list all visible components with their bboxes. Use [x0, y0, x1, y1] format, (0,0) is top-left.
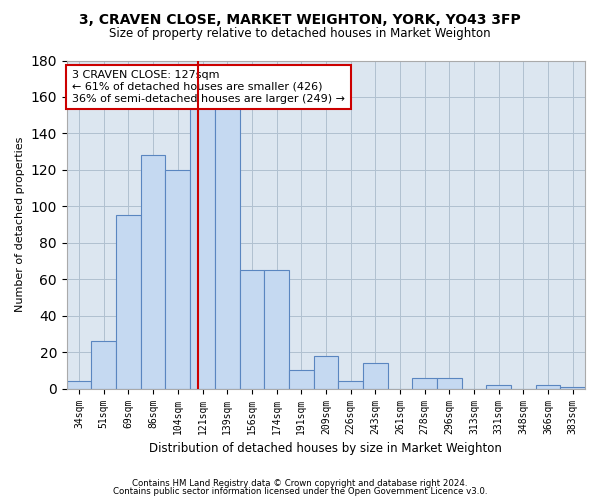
- Bar: [239, 270, 264, 388]
- Text: 3 CRAVEN CLOSE: 127sqm
← 61% of detached houses are smaller (426)
36% of semi-de: 3 CRAVEN CLOSE: 127sqm ← 61% of detached…: [72, 70, 345, 104]
- Bar: [190, 94, 215, 389]
- Bar: [116, 216, 141, 388]
- Bar: [166, 170, 190, 388]
- Bar: [215, 88, 239, 388]
- Bar: [67, 382, 91, 388]
- Text: Size of property relative to detached houses in Market Weighton: Size of property relative to detached ho…: [109, 28, 491, 40]
- Bar: [314, 356, 338, 388]
- Bar: [338, 382, 363, 388]
- Bar: [437, 378, 461, 388]
- Text: 3, CRAVEN CLOSE, MARKET WEIGHTON, YORK, YO43 3FP: 3, CRAVEN CLOSE, MARKET WEIGHTON, YORK, …: [79, 12, 521, 26]
- Y-axis label: Number of detached properties: Number of detached properties: [15, 137, 25, 312]
- Bar: [560, 387, 585, 388]
- Bar: [536, 385, 560, 388]
- X-axis label: Distribution of detached houses by size in Market Weighton: Distribution of detached houses by size …: [149, 442, 502, 455]
- Text: Contains public sector information licensed under the Open Government Licence v3: Contains public sector information licen…: [113, 487, 487, 496]
- Bar: [486, 385, 511, 388]
- Bar: [264, 270, 289, 388]
- Bar: [289, 370, 314, 388]
- Bar: [412, 378, 437, 388]
- Bar: [363, 363, 388, 388]
- Text: Contains HM Land Registry data © Crown copyright and database right 2024.: Contains HM Land Registry data © Crown c…: [132, 478, 468, 488]
- Bar: [91, 342, 116, 388]
- Bar: [141, 156, 166, 388]
